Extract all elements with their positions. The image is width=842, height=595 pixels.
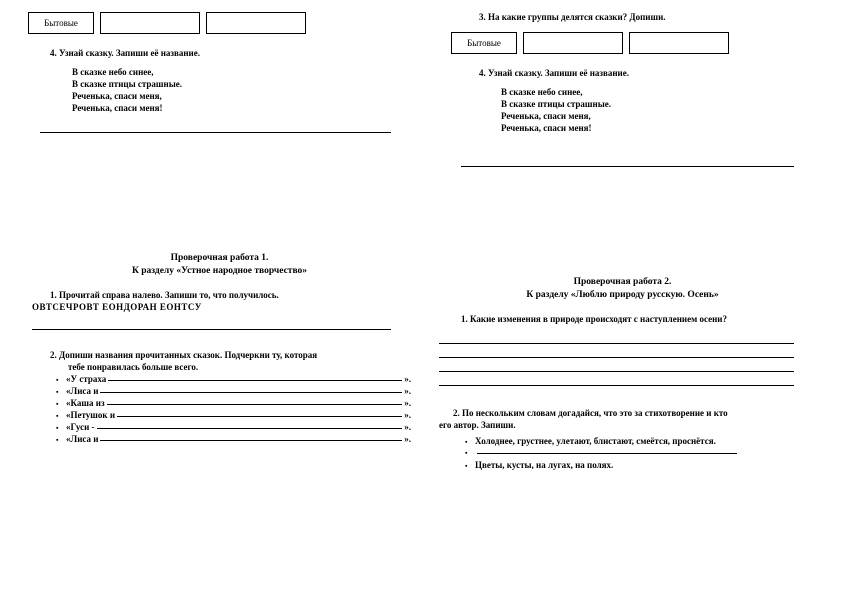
question-2-left-a: 2. Допиши названия прочитанных сказок. П… xyxy=(50,350,411,360)
poem-line: В сказке небо синее, xyxy=(72,66,411,78)
list-item: ▪ «Петушок и ». xyxy=(56,410,411,420)
bullet-icon: ▪ xyxy=(465,449,475,457)
list-item: ▪ «У страха ». xyxy=(56,374,411,384)
tales-list: ▪ «У страха ». ▪ «Лиса и ». ▪ «Каша из »… xyxy=(56,374,411,446)
question-3-right: 3. На какие группы делятся сказки? Допиш… xyxy=(479,12,814,22)
fill-line[interactable] xyxy=(107,404,403,405)
work-title-2: Проверочная работа 2. xyxy=(431,276,814,289)
answer-line[interactable] xyxy=(439,362,794,372)
fill-line[interactable] xyxy=(97,428,403,429)
question-2-right-a: 2. По нескольким словам догадайся, что э… xyxy=(453,408,814,420)
box-empty-2[interactable] xyxy=(206,12,306,34)
poem-line: Реченька, спаси меня, xyxy=(72,90,411,102)
question-1-left: 1. Прочитай справа налево. Запиши то, чт… xyxy=(50,290,411,300)
item-suffix: ». xyxy=(404,410,411,420)
question-4-right: 4. Узнай сказку. Запиши её название. xyxy=(479,68,814,78)
poem-left: В сказке небо синее, В сказке птицы стра… xyxy=(72,66,411,115)
fill-line[interactable] xyxy=(100,392,402,393)
poem-line: Реченька, спаси меня! xyxy=(72,102,411,114)
fill-line[interactable] xyxy=(477,453,737,454)
right-column: 3. На какие группы делятся сказки? Допиш… xyxy=(421,12,824,583)
item-suffix: ». xyxy=(404,434,411,444)
category-boxes-left: Бытовые xyxy=(28,12,411,34)
poem-line: Реченька, спаси меня! xyxy=(501,122,814,134)
fill-line[interactable] xyxy=(100,440,402,441)
list-item: ▪ «Каша из ». xyxy=(56,398,411,408)
bullet-icon: ▪ xyxy=(56,400,66,408)
poem-line: В сказке птицы страшные. xyxy=(501,98,814,110)
item-prefix: «Петушок и xyxy=(66,410,115,420)
scrambled-text: ОВТСЕЧРОВТ ЕОНДОРАН ЕОНТСУ xyxy=(32,302,411,312)
box-empty-2[interactable] xyxy=(629,32,729,54)
fill-line[interactable] xyxy=(117,416,402,417)
box-empty-1[interactable] xyxy=(523,32,623,54)
fill-line[interactable] xyxy=(108,380,402,381)
box-bytovye: Бытовые xyxy=(451,32,517,54)
bullet-icon: ▪ xyxy=(56,388,66,396)
list-item: ▪ «Гуси - ». xyxy=(56,422,411,432)
answer-line[interactable] xyxy=(439,376,794,386)
item-suffix: ». xyxy=(404,422,411,432)
poem-line: Реченька, спаси меня, xyxy=(501,110,814,122)
item-prefix: «Лиса и xyxy=(66,386,98,396)
list-item: ▪ xyxy=(465,449,814,457)
answer-line[interactable] xyxy=(461,157,794,167)
box-empty-1[interactable] xyxy=(100,12,200,34)
bullet-icon: ▪ xyxy=(56,376,66,384)
item-prefix: «Каша из xyxy=(66,398,105,408)
question-2-right-b: его автор. Запиши. xyxy=(439,420,814,432)
bullet-icon: ▪ xyxy=(56,436,66,444)
item-prefix: «Лиса и xyxy=(66,434,98,444)
bullet-icon: ▪ xyxy=(465,438,475,446)
bullet-icon: ▪ xyxy=(56,424,66,432)
work-subtitle-1: К разделу «Устное народное творчество» xyxy=(28,265,411,278)
list-item: ▪ «Лиса и ». xyxy=(56,434,411,444)
bullet-icon: ▪ xyxy=(465,462,475,470)
poem-right: В сказке небо синее, В сказке птицы стра… xyxy=(501,86,814,135)
answer-line[interactable] xyxy=(439,348,794,358)
item-prefix: «Гуси - xyxy=(66,422,95,432)
answer-line[interactable] xyxy=(439,334,794,344)
bullet-icon: ▪ xyxy=(56,412,66,420)
item-suffix: ». xyxy=(404,398,411,408)
question-2-left-b: тебе понравилась больше всего. xyxy=(68,362,411,372)
answer-line[interactable] xyxy=(40,123,391,133)
question-4-left: 4. Узнай сказку. Запиши её название. xyxy=(50,48,411,58)
bullet-text: Холоднее, грустнее, улетают, блистают, с… xyxy=(475,436,716,446)
list-item: ▪ Холоднее, грустнее, улетают, блистают,… xyxy=(465,436,814,446)
item-suffix: ». xyxy=(404,374,411,384)
work-title-1: Проверочная работа 1. xyxy=(28,252,411,265)
question-1-right: 1. Какие изменения в природе происходят … xyxy=(461,314,814,324)
left-column: Бытовые 4. Узнай сказку. Запиши её назва… xyxy=(18,12,421,583)
category-boxes-right: Бытовые xyxy=(451,32,814,54)
box-bytovye: Бытовые xyxy=(28,12,94,34)
poem-line: В сказке небо синее, xyxy=(501,86,814,98)
poem-line: В сказке птицы страшные. xyxy=(72,78,411,90)
answer-lines-group xyxy=(439,330,794,390)
item-prefix: «У страха xyxy=(66,374,106,384)
bullet-text: Цветы, кусты, на лугах, на полях. xyxy=(475,460,613,470)
answer-line[interactable] xyxy=(32,320,391,330)
list-item: ▪ «Лиса и ». xyxy=(56,386,411,396)
item-suffix: ». xyxy=(404,386,411,396)
work-subtitle-2: К разделу «Люблю природу русскую. Осень» xyxy=(431,289,814,302)
list-item: ▪ Цветы, кусты, на лугах, на полях. xyxy=(465,460,814,470)
